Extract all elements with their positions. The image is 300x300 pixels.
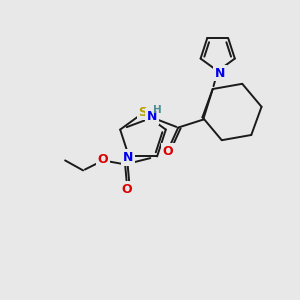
Text: O: O <box>122 183 132 196</box>
Text: N: N <box>147 110 158 123</box>
Text: N: N <box>214 67 225 80</box>
Text: H: H <box>153 105 161 115</box>
Text: O: O <box>98 153 108 166</box>
Text: N: N <box>123 151 133 164</box>
Text: O: O <box>163 145 173 158</box>
Text: S: S <box>139 106 148 118</box>
